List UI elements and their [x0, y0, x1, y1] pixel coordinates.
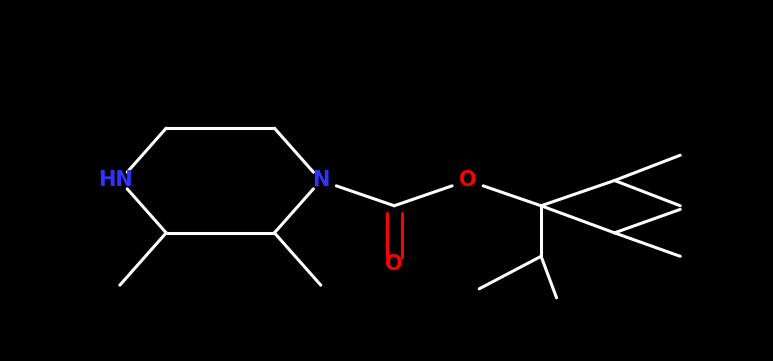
Text: HN: HN	[99, 170, 133, 191]
Text: N: N	[312, 170, 329, 191]
Text: O: O	[386, 253, 403, 274]
Text: O: O	[459, 170, 476, 191]
